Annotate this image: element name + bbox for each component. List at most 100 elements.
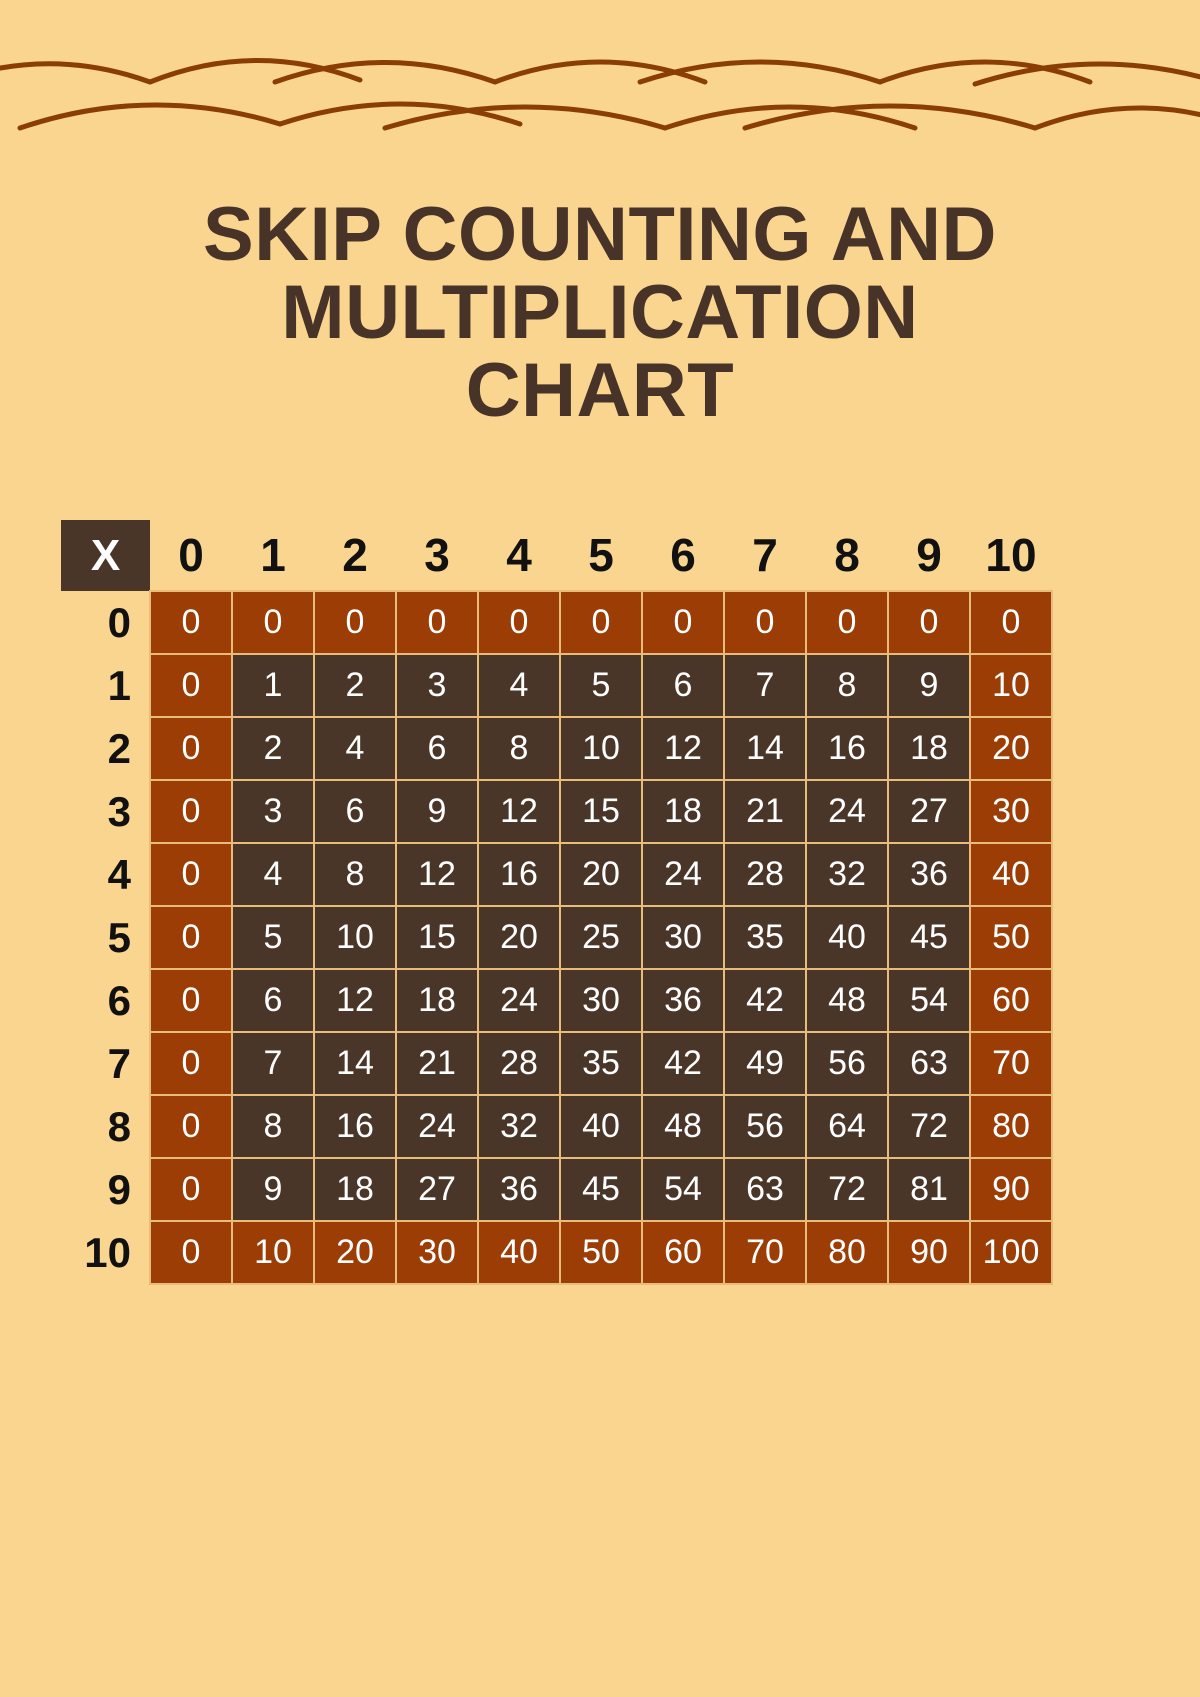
cell-4x1: 4 bbox=[231, 842, 315, 907]
cell-4x7: 28 bbox=[723, 842, 807, 907]
cell-3x9: 27 bbox=[887, 779, 971, 844]
cell-1x7: 7 bbox=[723, 653, 807, 718]
multiplication-table: X 0 1 2 3 4 5 6 7 8 9 10 0 0 0 0 0 0 0 0 0 0 0 0 1 0 1 2 3 4 5 6 7 8 9 10… bbox=[61, 520, 1053, 1285]
cell-7x8: 56 bbox=[805, 1031, 889, 1096]
cell-8x2: 16 bbox=[313, 1094, 397, 1159]
cell-7x1: 7 bbox=[231, 1031, 315, 1096]
row-header-8: 8 bbox=[107, 1102, 131, 1150]
cell-9x8: 72 bbox=[805, 1157, 889, 1222]
cell-5x10: 50 bbox=[969, 905, 1053, 970]
column-header-3: 3 bbox=[424, 529, 450, 581]
cell-7x2: 14 bbox=[313, 1031, 397, 1096]
cell-1x5: 5 bbox=[559, 653, 643, 718]
cell-5x3: 15 bbox=[395, 905, 479, 970]
row-header-0: 0 bbox=[107, 598, 131, 646]
table-row: 5 0 5 10 15 20 25 30 35 40 45 50 bbox=[61, 905, 1053, 970]
cell-7x10: 70 bbox=[969, 1031, 1053, 1096]
arc-row-upper bbox=[0, 58, 1200, 87]
cell-6x10: 60 bbox=[969, 968, 1053, 1033]
cell-2x4: 8 bbox=[477, 716, 561, 781]
cell-4x6: 24 bbox=[641, 842, 725, 907]
row-header-6: 6 bbox=[107, 976, 131, 1024]
cell-3x0: 0 bbox=[149, 779, 233, 844]
cell-9x1: 9 bbox=[231, 1157, 315, 1222]
cell-0x10: 0 bbox=[969, 590, 1053, 655]
cell-6x2: 12 bbox=[313, 968, 397, 1033]
cell-9x4: 36 bbox=[477, 1157, 561, 1222]
cell-3x10: 30 bbox=[969, 779, 1053, 844]
cell-8x0: 0 bbox=[149, 1094, 233, 1159]
cell-5x2: 10 bbox=[313, 905, 397, 970]
cell-7x4: 28 bbox=[477, 1031, 561, 1096]
cell-6x9: 54 bbox=[887, 968, 971, 1033]
table-row: 2 0 2 4 6 8 10 12 14 16 18 20 bbox=[61, 716, 1053, 781]
cell-8x6: 48 bbox=[641, 1094, 725, 1159]
cell-9x5: 45 bbox=[559, 1157, 643, 1222]
cell-1x1: 1 bbox=[231, 653, 315, 718]
cell-10x10: 100 bbox=[969, 1220, 1053, 1285]
cell-10x3: 30 bbox=[395, 1220, 479, 1285]
cell-7x7: 49 bbox=[723, 1031, 807, 1096]
cell-8x9: 72 bbox=[887, 1094, 971, 1159]
cell-1x6: 6 bbox=[641, 653, 725, 718]
cell-6x1: 6 bbox=[231, 968, 315, 1033]
title-line-1: SKIP COUNTING AND bbox=[203, 192, 997, 277]
cell-0x1: 0 bbox=[231, 590, 315, 655]
cell-2x0: 0 bbox=[149, 716, 233, 781]
decorative-arcs-svg bbox=[0, 58, 1200, 131]
cell-6x4: 24 bbox=[477, 968, 561, 1033]
table-row: 1 0 1 2 3 4 5 6 7 8 9 10 bbox=[61, 653, 1053, 718]
cell-8x8: 64 bbox=[805, 1094, 889, 1159]
cell-7x6: 42 bbox=[641, 1031, 725, 1096]
table-row: 6 0 6 12 18 24 30 36 42 48 54 60 bbox=[61, 968, 1053, 1033]
top-decoration bbox=[0, 0, 1200, 140]
cell-3x4: 12 bbox=[477, 779, 561, 844]
row-header-3: 3 bbox=[107, 787, 131, 835]
header-row: X 0 1 2 3 4 5 6 7 8 9 10 bbox=[61, 520, 1052, 591]
cell-1x3: 3 bbox=[395, 653, 479, 718]
cell-0x8: 0 bbox=[805, 590, 889, 655]
page-title: SKIP COUNTING AND MULTIPLICATION CHART bbox=[0, 196, 1200, 430]
cell-0x9: 0 bbox=[887, 590, 971, 655]
cell-1x9: 9 bbox=[887, 653, 971, 718]
cell-0x2: 0 bbox=[313, 590, 397, 655]
cell-0x4: 0 bbox=[477, 590, 561, 655]
table-row: 3 0 3 6 9 12 15 18 21 24 27 30 bbox=[61, 779, 1053, 844]
cell-3x2: 6 bbox=[313, 779, 397, 844]
cell-9x0: 0 bbox=[149, 1157, 233, 1222]
arc-row-lower bbox=[17, 101, 1200, 131]
cell-8x3: 24 bbox=[395, 1094, 479, 1159]
cell-6x6: 36 bbox=[641, 968, 725, 1033]
row-header-4: 4 bbox=[107, 850, 131, 898]
column-header-10: 10 bbox=[985, 529, 1037, 581]
cell-2x7: 14 bbox=[723, 716, 807, 781]
cell-0x0: 0 bbox=[149, 590, 233, 655]
cell-7x9: 63 bbox=[887, 1031, 971, 1096]
cell-7x0: 0 bbox=[149, 1031, 233, 1096]
cell-1x2: 2 bbox=[313, 653, 397, 718]
cell-2x3: 6 bbox=[395, 716, 479, 781]
row-header-9: 9 bbox=[107, 1165, 131, 1213]
title-line-3: CHART bbox=[465, 348, 735, 433]
cell-0x7: 0 bbox=[723, 590, 807, 655]
cell-6x7: 42 bbox=[723, 968, 807, 1033]
row-header-7: 7 bbox=[107, 1039, 131, 1087]
table-row: 10 0 10 20 30 40 50 60 70 80 90 100 bbox=[61, 1220, 1053, 1285]
cell-1x4: 4 bbox=[477, 653, 561, 718]
cell-4x0: 0 bbox=[149, 842, 233, 907]
cell-5x1: 5 bbox=[231, 905, 315, 970]
cell-8x7: 56 bbox=[723, 1094, 807, 1159]
cell-10x9: 90 bbox=[887, 1220, 971, 1285]
cell-3x6: 18 bbox=[641, 779, 725, 844]
cell-4x8: 32 bbox=[805, 842, 889, 907]
cell-4x9: 36 bbox=[887, 842, 971, 907]
cell-8x4: 32 bbox=[477, 1094, 561, 1159]
cell-4x5: 20 bbox=[559, 842, 643, 907]
cell-8x5: 40 bbox=[559, 1094, 643, 1159]
cell-4x2: 8 bbox=[313, 842, 397, 907]
cell-5x9: 45 bbox=[887, 905, 971, 970]
cell-4x10: 40 bbox=[969, 842, 1053, 907]
column-header-0: 0 bbox=[178, 529, 204, 581]
cell-9x6: 54 bbox=[641, 1157, 725, 1222]
